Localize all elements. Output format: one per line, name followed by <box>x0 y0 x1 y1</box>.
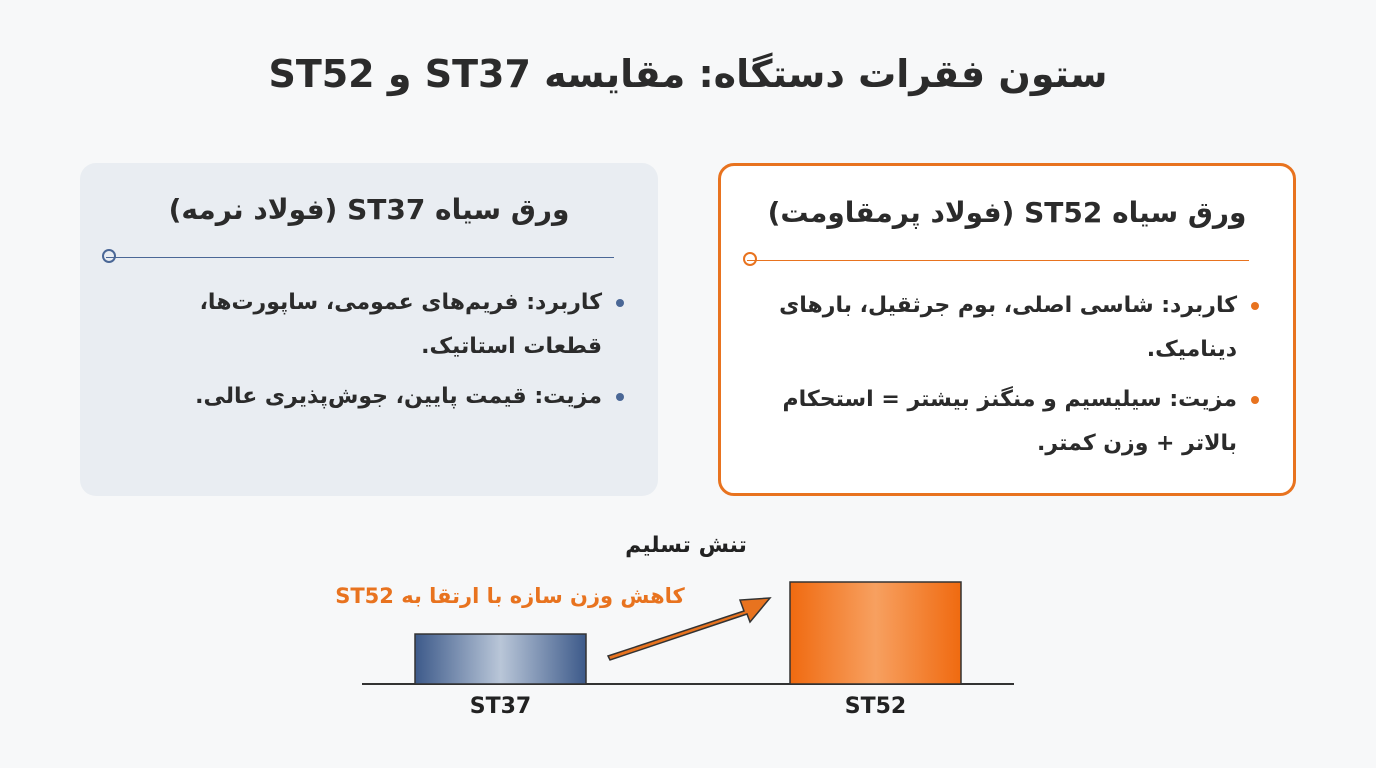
annotation: کاهش وزن سازه با ارتقا به ST52 <box>335 584 685 608</box>
divider <box>747 260 1249 261</box>
divider <box>106 257 614 258</box>
page-title: ستون فقرات دستگاه: مقایسه ST37 و ST52 <box>268 52 1108 96</box>
card: ورق سیاه ST37 (فولاد نرمه) کاربرد: فریم‌… <box>80 163 658 496</box>
list: کاربرد: فریم‌های عمومی، ساپورت‌ها، قطعات… <box>120 281 628 425</box>
bar <box>789 581 962 685</box>
arrow <box>606 597 772 661</box>
list-item: کاربرد: فریم‌های عمومی، ساپورت‌ها، قطعات… <box>120 281 628 369</box>
x-tick-label: ST37 <box>470 694 531 719</box>
list-item: کاربرد: شاسی اصلی، بوم جرثقیل، بارهای دی… <box>761 284 1263 372</box>
list-item: مزیت: سیلیسیم و منگنز بیشتر = استحکام با… <box>761 378 1263 466</box>
card-title: ورق سیاه ST52 (فولاد پرمقاومت) <box>767 196 1247 229</box>
list: کاربرد: شاسی اصلی، بوم جرثقیل، بارهای دی… <box>761 284 1263 472</box>
x-tick-label: ST52 <box>845 694 906 719</box>
target-icon <box>743 252 757 266</box>
bar <box>414 633 587 685</box>
chart-title: تنش تسلیم <box>625 533 747 558</box>
list-item: مزیت: قیمت پایین، جوش‌پذیری عالی. <box>120 375 628 419</box>
card: ورق سیاه ST52 (فولاد پرمقاومت) کاربرد: ش… <box>718 163 1296 496</box>
target-icon <box>102 249 116 263</box>
card-title: ورق سیاه ST37 (فولاد نرمه) <box>168 193 570 226</box>
